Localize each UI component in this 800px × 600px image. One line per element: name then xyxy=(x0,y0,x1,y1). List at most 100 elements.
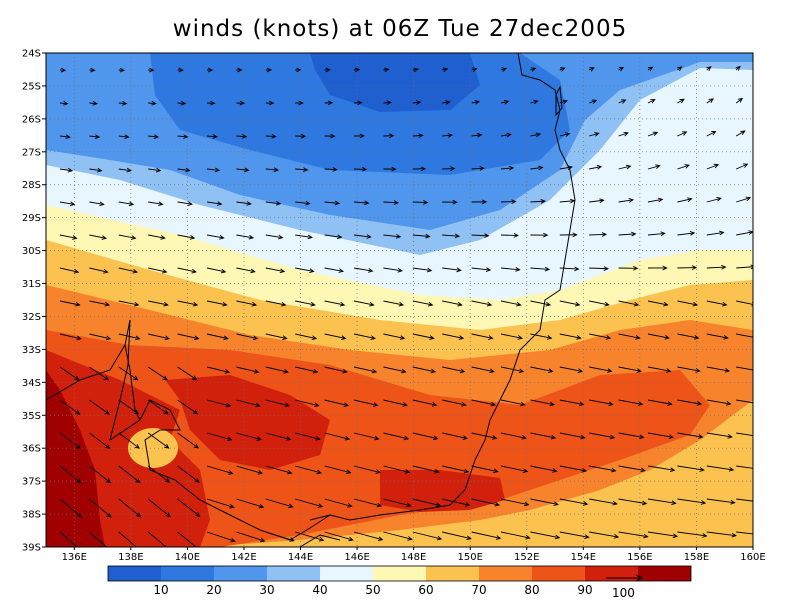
wind-arrow xyxy=(677,531,707,537)
wind-arrow xyxy=(324,498,352,507)
wind-arrow-head xyxy=(530,67,537,72)
wind-arrow-head xyxy=(578,401,585,407)
wind-arrow-head xyxy=(726,401,732,406)
wind-arrow-head xyxy=(185,167,191,173)
wind-arrow-head xyxy=(288,503,294,509)
wind-arrow xyxy=(559,366,583,372)
wind-arrow-head xyxy=(282,335,288,341)
wind-arrow-head xyxy=(724,368,731,373)
wind-arrow xyxy=(618,498,647,505)
wind-arrow xyxy=(383,465,410,473)
wind-arrow-head xyxy=(576,335,582,340)
wind-arrow xyxy=(647,498,676,504)
wind-arrow-head xyxy=(212,134,218,139)
wind-arrow-head xyxy=(543,232,549,238)
wind-arrow-head xyxy=(314,402,320,408)
lon-label: 154E xyxy=(571,552,596,563)
wind-arrow-head xyxy=(577,368,584,373)
wind-arrow-head xyxy=(103,375,110,381)
wind-arrow xyxy=(412,498,441,506)
wind-arrow-head xyxy=(386,100,392,106)
wind-arrow-head xyxy=(484,233,490,239)
wind-arrow-head xyxy=(134,443,140,449)
wind-arrow xyxy=(148,135,159,138)
wind-arrow xyxy=(118,267,138,273)
wind-arrow xyxy=(618,366,641,372)
wind-arrow-head xyxy=(69,201,76,207)
wind-arrow xyxy=(295,531,324,541)
wind-arrow xyxy=(589,432,615,439)
wind-arrow xyxy=(177,135,188,138)
wind-arrow xyxy=(147,399,169,415)
wind-arrow-head xyxy=(518,368,525,374)
wind-arrow xyxy=(118,465,141,483)
wind-arrow xyxy=(236,531,265,542)
wind-arrow xyxy=(530,465,557,472)
reference-vector: 100 xyxy=(606,574,644,600)
wind-arrow-head xyxy=(135,478,141,484)
wind-arrow xyxy=(324,267,344,272)
colorbar-swatch xyxy=(638,566,691,581)
colorbar-swatch xyxy=(373,566,426,581)
wind-arrow-head xyxy=(151,100,157,106)
wind-arrow-head xyxy=(101,235,107,240)
wind-arrow xyxy=(412,399,437,406)
wind-arrow-head xyxy=(220,268,227,274)
wind-arrow xyxy=(383,201,398,204)
wind-arrow xyxy=(736,266,753,269)
wind-arrow-head xyxy=(413,67,419,73)
wind-arrow-head xyxy=(126,167,132,173)
wind-arrow xyxy=(706,266,726,269)
wind-arrow-head xyxy=(745,196,752,202)
wind-arrow-head xyxy=(193,443,199,449)
wind-arrow-head xyxy=(669,467,676,473)
wind-arrow xyxy=(677,198,692,203)
wind-arrow xyxy=(265,300,286,306)
wind-arrow-head xyxy=(423,200,429,205)
wind-arrow xyxy=(118,432,140,449)
wind-arrow-head xyxy=(582,501,589,506)
wind-arrow-head xyxy=(612,500,618,506)
wind-arrow-head xyxy=(300,133,307,139)
wind-arrow-head xyxy=(327,100,334,106)
wind-arrow xyxy=(383,300,404,306)
wind-arrow-head xyxy=(523,501,530,507)
wind-arrow-head xyxy=(155,167,162,173)
wind-arrow xyxy=(177,465,200,483)
wind-arrow-head xyxy=(723,334,729,340)
wind-arrow-head xyxy=(75,301,81,307)
wind-arrow-head xyxy=(572,232,578,238)
wind-arrow-head xyxy=(435,502,442,507)
wind-arrow xyxy=(559,300,580,306)
wind-arrow xyxy=(147,498,171,517)
wind-arrow-head xyxy=(721,301,728,307)
wind-arrow xyxy=(442,432,468,439)
wind-arrow xyxy=(383,333,405,339)
wind-arrow xyxy=(353,333,376,339)
wind-arrow xyxy=(89,168,102,172)
latitude-labels: 24S 25S 26S 27S 28S 29S 30S 31S 32S 33S 34S 35S 36S 3… xyxy=(22,49,46,554)
wind-arrow xyxy=(500,366,524,372)
map-frame xyxy=(45,52,754,548)
colorbar-swatch xyxy=(585,566,638,581)
wind-arrow-head xyxy=(164,443,170,449)
wind-arrow-head xyxy=(135,335,141,341)
wind-arrow xyxy=(265,399,290,407)
wind-arrow xyxy=(559,267,579,270)
wind-arrow-head xyxy=(574,266,580,272)
wind-arrow xyxy=(59,432,81,449)
wind-arrow xyxy=(589,99,597,104)
wind-arrow xyxy=(236,234,254,239)
wind-arrow-head xyxy=(660,231,666,237)
wind-arrow-head xyxy=(275,200,282,206)
wind-arrow-head xyxy=(485,267,492,272)
lon-label: 160E xyxy=(740,552,765,563)
wind-arrow xyxy=(324,432,350,440)
lat-label: 30S xyxy=(22,246,41,257)
wind-arrow xyxy=(118,498,141,518)
coastline-east xyxy=(309,53,576,521)
wind-vector-field xyxy=(59,65,753,547)
wind-arrow xyxy=(236,333,258,340)
wind-arrow-head xyxy=(677,66,683,72)
wind-arrow-head xyxy=(631,231,637,237)
